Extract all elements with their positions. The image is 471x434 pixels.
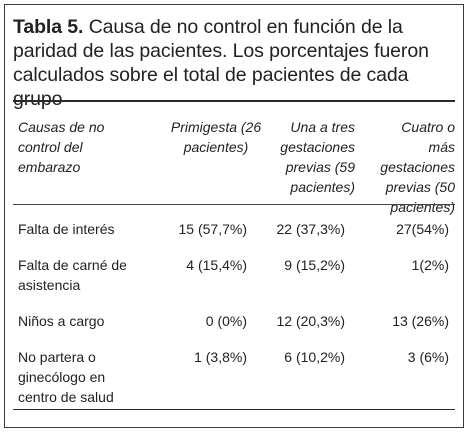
header-rule xyxy=(13,204,455,205)
header-una-a-tres: Una a tres gestaciones previas (59 pacie… xyxy=(280,119,355,195)
table-frame: Tabla 5. Causa de no control en función … xyxy=(4,4,464,428)
row-una-a-tres: 9 (15,2%) xyxy=(284,257,345,273)
row-cause: Niños a cargo xyxy=(18,313,105,329)
row-cause: Falta de interés xyxy=(18,221,115,237)
row-cuatro-o-mas: 27(54%) xyxy=(396,221,449,237)
table-caption: Tabla 5. Causa de no control en función … xyxy=(13,15,453,111)
bottom-rule xyxy=(13,409,455,410)
row-primigesta: 15 (57,7%) xyxy=(178,221,247,237)
row-una-a-tres: 22 (37,3%) xyxy=(276,221,345,237)
row-cause: No partera o ginecólogo en centro de sal… xyxy=(18,349,114,405)
row-una-a-tres: 6 (10,2%) xyxy=(284,349,345,365)
header-primigesta: Primigesta (26 pacientes) xyxy=(170,119,262,155)
row-cuatro-o-mas: 13 (26%) xyxy=(392,313,449,329)
caption-text: Causa de no control en función de la par… xyxy=(13,16,429,110)
row-cuatro-o-mas: 3 (6%) xyxy=(407,349,449,365)
top-rule xyxy=(13,100,455,102)
row-primigesta: 0 (0%) xyxy=(205,313,247,329)
header-cuatro-o-mas: Cuatro o más gestaciones previas (50 pac… xyxy=(380,119,455,215)
row-cuatro-o-mas: 1(2%) xyxy=(411,257,449,273)
row-cause: Falta de carné de asistencia xyxy=(18,257,127,293)
row-una-a-tres: 12 (20,3%) xyxy=(276,313,345,329)
row-primigesta: 4 (15,4%) xyxy=(186,257,247,273)
header-causas: Causas de no control del embarazo xyxy=(18,119,105,175)
row-primigesta: 1 (3,8%) xyxy=(194,349,247,365)
caption-label: Tabla 5. xyxy=(13,16,84,38)
